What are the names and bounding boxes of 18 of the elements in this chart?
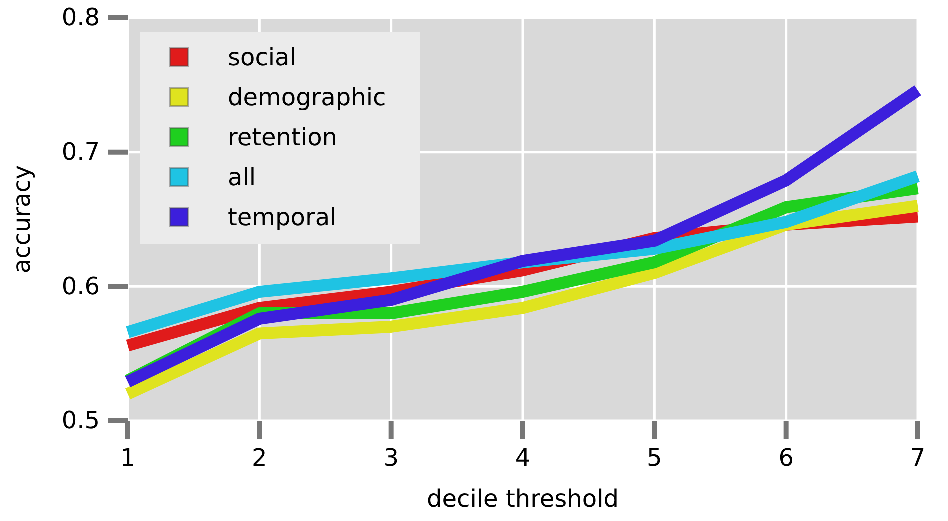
- y-tick-label: 0.7: [62, 138, 100, 166]
- legend-label: temporal: [228, 203, 337, 232]
- y-tick-label: 0.5: [62, 406, 100, 435]
- x-tick-label: 4: [515, 444, 531, 472]
- x-tick-label: 6: [778, 444, 794, 472]
- x-tick-label: 2: [252, 444, 268, 472]
- x-axis-title: decile threshold: [427, 485, 619, 513]
- legend-label: retention: [228, 123, 338, 152]
- legend-label: demographic: [228, 83, 386, 112]
- legend-label: all: [228, 163, 256, 192]
- x-tick-label: 7: [910, 444, 926, 472]
- x-tick-label: 5: [647, 444, 662, 472]
- y-tick-label: 0.6: [62, 272, 100, 300]
- y-tick-label: 0.8: [62, 4, 100, 32]
- x-tick-label: 3: [384, 444, 399, 472]
- legend-label: social: [228, 43, 296, 72]
- x-tick-label: 1: [120, 444, 136, 472]
- y-axis-title: accuracy: [8, 165, 36, 274]
